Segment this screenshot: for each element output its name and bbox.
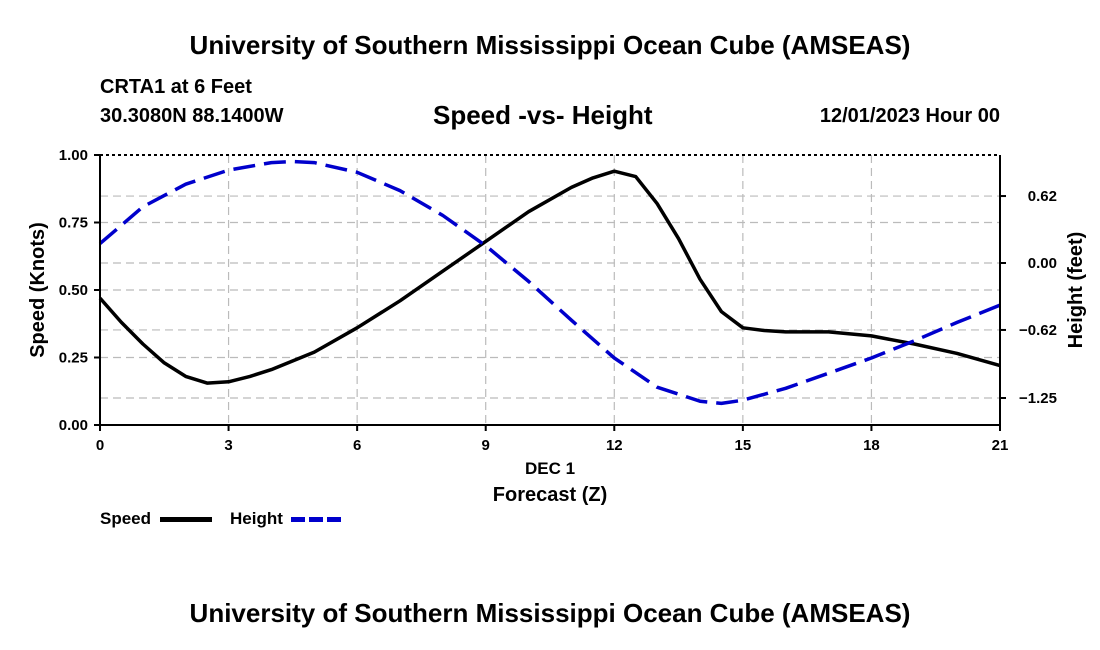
legend-height-label: Height <box>230 509 283 528</box>
legend-speed-label: Speed <box>100 509 152 528</box>
y-left-tick-label: 0.50 <box>59 282 88 299</box>
x-axis-date-label: DEC 1 <box>525 459 575 478</box>
y-right-tick-label: −1.25 <box>1019 390 1057 407</box>
y-left-tick-label: 1.00 <box>59 147 88 164</box>
legend-height-swatch <box>291 517 343 522</box>
y-left-tick-label: 0.75 <box>59 215 88 232</box>
x-tick-label: 0 <box>96 437 104 454</box>
chart-subtitle: Speed -vs- Height <box>433 100 653 130</box>
y-axis-right-label: Height (feet) <box>1065 232 1087 349</box>
y-right-tick-label: 0.62 <box>1028 188 1057 205</box>
legend-speed-swatch <box>160 517 212 522</box>
x-tick-label: 18 <box>863 437 880 454</box>
y-axis-left-label: Speed (Knots) <box>27 222 49 358</box>
x-tick-label: 21 <box>992 437 1009 454</box>
y-right-tick-label: 0.00 <box>1028 255 1057 272</box>
x-axis-label: Forecast (Z) <box>493 484 607 506</box>
series-lines <box>98 159 1001 406</box>
x-tick-label: 12 <box>606 437 623 454</box>
x-tick-label: 15 <box>735 437 752 454</box>
station-coordinates: 30.3080N 88.1400W <box>100 105 284 127</box>
axes: 0 3 6 9 12 15 18 21 0.00 0.25 0.50 0.75 1.00 0.62 0.00… <box>59 147 1057 454</box>
footer-title: University of Southern Mississippi Ocean… <box>189 598 911 628</box>
forecast-timestamp: 12/01/2023 Hour 00 <box>819 105 1000 127</box>
station-label: CRTA1 at 6 Feet <box>100 76 252 98</box>
y-left-tick-label: 0.00 <box>59 417 88 434</box>
height-series-line <box>98 159 1001 406</box>
x-tick-label: 9 <box>482 437 490 454</box>
grid-lines <box>100 155 1000 425</box>
page-title: University of Southern Mississippi Ocean… <box>189 30 911 60</box>
x-tick-label: 6 <box>353 437 361 454</box>
x-tick-label: 3 <box>224 437 232 454</box>
y-right-tick-label: −0.62 <box>1019 322 1057 339</box>
speed-series-line <box>98 169 1001 385</box>
y-left-tick-label: 0.25 <box>59 350 88 367</box>
